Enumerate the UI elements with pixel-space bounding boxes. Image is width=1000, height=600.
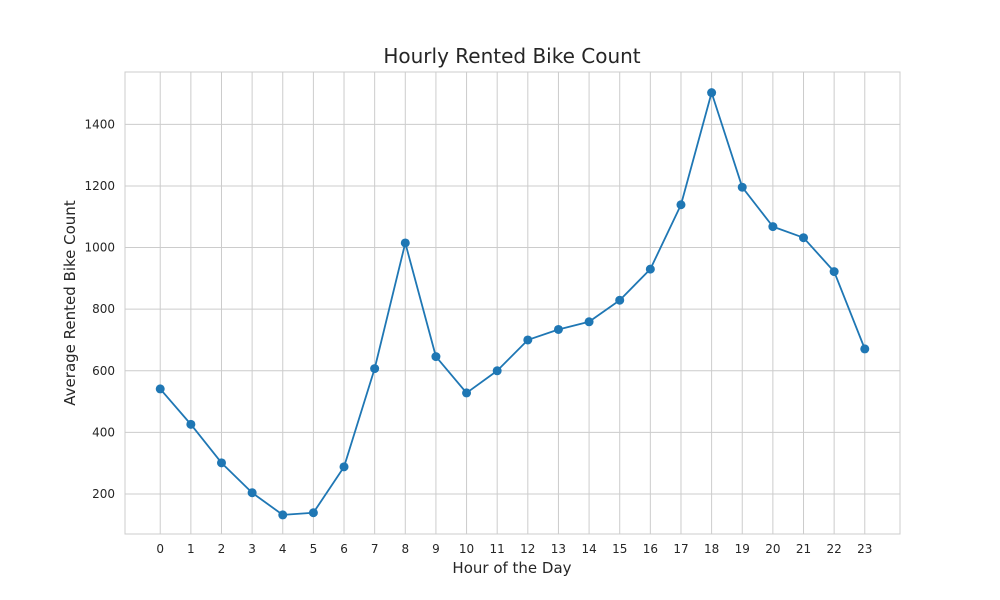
x-tick-label: 22 — [826, 542, 841, 556]
y-tick-label: 200 — [92, 487, 115, 501]
data-point — [799, 233, 809, 243]
x-tick-label: 21 — [796, 542, 811, 556]
x-tick-label: 8 — [401, 542, 409, 556]
tick-layer: 0 1 2 3 4 5 6 7 8 9 10 11 12 13 14 15 16 17 18 19 20 21 22 2320… — [84, 117, 872, 556]
chart-title: Hourly Rented Bike Count — [383, 44, 640, 68]
data-point — [492, 366, 502, 376]
series-line — [159, 91, 866, 516]
x-tick-label: 19 — [735, 542, 750, 556]
x-tick-label: 1 — [187, 542, 195, 556]
data-point — [370, 364, 380, 374]
data-point — [308, 508, 318, 518]
data-point — [676, 200, 686, 210]
data-point — [768, 222, 778, 232]
data-point — [584, 317, 594, 327]
x-tick-label: 10 — [459, 542, 474, 556]
x-tick-label: 20 — [765, 542, 780, 556]
data-point — [339, 462, 349, 472]
data-point — [829, 267, 839, 277]
data-point — [247, 488, 257, 498]
data-point — [860, 344, 870, 354]
x-tick-label: 0 — [156, 542, 164, 556]
x-tick-label: 6 — [340, 542, 348, 556]
x-tick-label: 16 — [643, 542, 658, 556]
x-tick-label: 18 — [704, 542, 719, 556]
x-axis-label: Hour of the Day — [452, 559, 571, 577]
series-layer — [155, 88, 870, 520]
y-axis-label: Average Rented Bike Count — [61, 200, 79, 406]
x-tick-label: 5 — [310, 542, 318, 556]
x-tick-label: 14 — [581, 542, 596, 556]
grid-layer — [125, 72, 900, 534]
data-point — [645, 264, 655, 274]
x-tick-label: 4 — [279, 542, 287, 556]
x-tick-label: 3 — [248, 542, 256, 556]
y-tick-label: 400 — [92, 425, 115, 439]
y-tick-label: 800 — [92, 302, 115, 316]
data-point — [523, 335, 533, 345]
data-point — [615, 295, 625, 305]
y-tick-label: 600 — [92, 364, 115, 378]
x-tick-label: 9 — [432, 542, 440, 556]
plot-frame — [124, 71, 901, 535]
y-tick-label: 1400 — [84, 117, 115, 131]
data-point — [707, 88, 717, 98]
data-point — [462, 388, 472, 398]
x-tick-label: 7 — [371, 542, 379, 556]
data-point — [278, 510, 288, 520]
data-point — [400, 238, 410, 248]
x-tick-label: 2 — [218, 542, 226, 556]
x-tick-label: 11 — [490, 542, 505, 556]
x-tick-label: 17 — [673, 542, 688, 556]
x-tick-label: 23 — [857, 542, 872, 556]
data-point — [216, 458, 226, 468]
y-tick-label: 1200 — [84, 179, 115, 193]
y-tick-label: 1000 — [84, 241, 115, 255]
x-tick-label: 12 — [520, 542, 535, 556]
data-point — [737, 182, 747, 192]
x-tick-label: 15 — [612, 542, 627, 556]
data-point — [155, 384, 165, 394]
x-tick-label: 13 — [551, 542, 566, 556]
data-point — [553, 324, 563, 334]
data-point — [431, 352, 441, 362]
data-point — [186, 419, 196, 429]
